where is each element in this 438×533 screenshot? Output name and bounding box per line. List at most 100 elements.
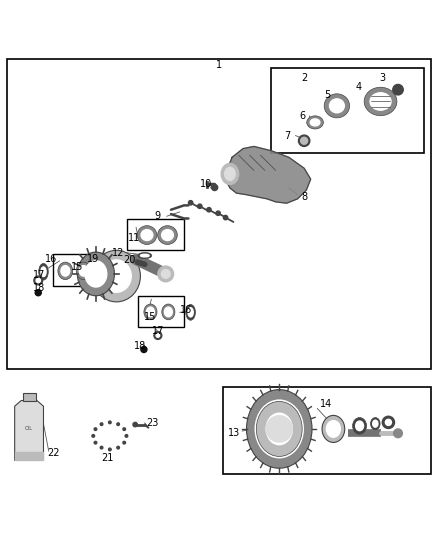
Circle shape — [34, 276, 42, 285]
Ellipse shape — [158, 225, 177, 245]
Ellipse shape — [147, 307, 154, 317]
Ellipse shape — [162, 230, 173, 240]
Text: 17: 17 — [33, 270, 45, 280]
Circle shape — [394, 429, 403, 438]
Ellipse shape — [188, 308, 193, 317]
Circle shape — [100, 423, 103, 425]
Text: 1: 1 — [216, 60, 222, 70]
Ellipse shape — [79, 265, 88, 276]
Text: 13: 13 — [228, 429, 240, 438]
Ellipse shape — [76, 262, 91, 280]
Bar — [53, 254, 98, 286]
Ellipse shape — [58, 262, 73, 280]
Circle shape — [188, 200, 193, 205]
Circle shape — [216, 211, 220, 215]
Circle shape — [94, 428, 97, 431]
Polygon shape — [14, 400, 43, 461]
Ellipse shape — [371, 417, 380, 430]
Text: 12: 12 — [112, 248, 124, 259]
Circle shape — [393, 84, 403, 95]
Circle shape — [212, 184, 218, 190]
Ellipse shape — [353, 417, 367, 434]
Ellipse shape — [225, 167, 235, 181]
Ellipse shape — [373, 420, 378, 427]
Circle shape — [94, 441, 97, 444]
Circle shape — [123, 441, 126, 444]
Bar — [14, 453, 43, 461]
Ellipse shape — [61, 265, 70, 276]
Ellipse shape — [221, 164, 239, 184]
Ellipse shape — [164, 307, 172, 317]
Circle shape — [382, 416, 395, 429]
Circle shape — [266, 416, 292, 442]
Circle shape — [300, 138, 307, 144]
Circle shape — [35, 289, 41, 296]
Text: 3: 3 — [380, 73, 386, 83]
Ellipse shape — [370, 93, 391, 110]
Text: 19: 19 — [87, 254, 99, 264]
Ellipse shape — [186, 304, 195, 320]
Circle shape — [141, 346, 147, 352]
Ellipse shape — [326, 421, 340, 437]
Circle shape — [123, 428, 126, 431]
Text: 11: 11 — [128, 233, 140, 243]
Circle shape — [207, 207, 211, 212]
Text: 18: 18 — [33, 284, 45, 293]
Ellipse shape — [329, 99, 344, 113]
Bar — [7, 59, 431, 369]
Ellipse shape — [41, 267, 46, 277]
Text: 15: 15 — [144, 312, 156, 322]
Text: 5: 5 — [324, 90, 330, 100]
Circle shape — [198, 204, 202, 208]
Ellipse shape — [85, 261, 107, 287]
Ellipse shape — [256, 401, 302, 456]
Ellipse shape — [364, 87, 397, 116]
Text: 14: 14 — [320, 399, 332, 409]
Ellipse shape — [307, 116, 323, 129]
Text: OIL: OIL — [25, 426, 33, 431]
Ellipse shape — [144, 304, 157, 320]
Text: 10: 10 — [200, 179, 212, 189]
Circle shape — [125, 434, 128, 437]
Polygon shape — [22, 393, 35, 400]
Ellipse shape — [39, 263, 48, 280]
Bar — [223, 386, 431, 474]
Text: 15: 15 — [71, 262, 83, 272]
Polygon shape — [226, 147, 311, 203]
Circle shape — [156, 334, 159, 337]
Ellipse shape — [92, 251, 141, 302]
Circle shape — [223, 215, 228, 220]
Ellipse shape — [255, 400, 303, 458]
Text: 8: 8 — [301, 192, 307, 201]
Text: 16: 16 — [180, 305, 192, 315]
Ellipse shape — [141, 254, 149, 257]
Ellipse shape — [78, 252, 114, 296]
Circle shape — [385, 419, 392, 425]
Bar — [138, 296, 184, 327]
Text: 16: 16 — [45, 254, 57, 264]
Ellipse shape — [324, 94, 350, 118]
Ellipse shape — [102, 260, 131, 292]
Ellipse shape — [138, 253, 152, 259]
Text: 2: 2 — [301, 73, 307, 83]
Circle shape — [133, 422, 138, 427]
Text: 17: 17 — [152, 326, 164, 336]
Text: 22: 22 — [47, 448, 59, 458]
Text: 4: 4 — [356, 82, 362, 92]
Ellipse shape — [247, 390, 312, 468]
Text: 7: 7 — [284, 131, 291, 141]
Ellipse shape — [266, 413, 292, 445]
Text: 23: 23 — [146, 418, 159, 428]
Circle shape — [36, 278, 40, 282]
Circle shape — [298, 135, 310, 147]
Circle shape — [100, 446, 103, 449]
Text: 21: 21 — [102, 453, 114, 463]
Ellipse shape — [356, 421, 364, 431]
Circle shape — [117, 446, 120, 449]
Circle shape — [109, 448, 111, 451]
Ellipse shape — [137, 225, 157, 245]
Circle shape — [154, 332, 162, 340]
Text: 9: 9 — [155, 211, 161, 221]
Text: 6: 6 — [300, 111, 306, 121]
Circle shape — [109, 421, 111, 424]
